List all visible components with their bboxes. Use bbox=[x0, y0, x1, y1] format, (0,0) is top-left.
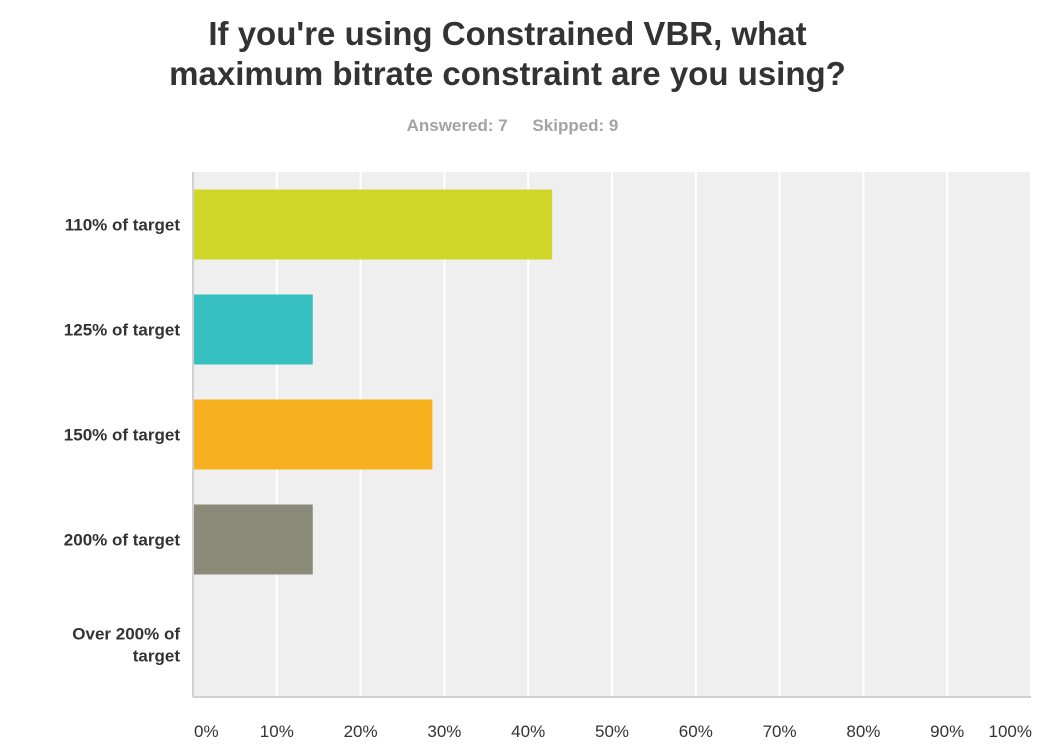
bar bbox=[193, 189, 553, 260]
category-label: 200% of target bbox=[64, 531, 181, 550]
x-tick-label: 60% bbox=[679, 722, 713, 741]
bar bbox=[193, 504, 313, 575]
x-tick-label: 70% bbox=[763, 722, 797, 741]
x-tick-label: 0% bbox=[194, 722, 219, 741]
chart-title: If you're using Constrained VBR, what ma… bbox=[0, 14, 1015, 94]
category-label: Over 200% of bbox=[72, 625, 180, 644]
skipped-count: Skipped: 9 bbox=[532, 116, 619, 135]
category-label: target bbox=[133, 647, 181, 666]
x-tick-label: 10% bbox=[260, 722, 294, 741]
x-tick-label: 50% bbox=[595, 722, 629, 741]
x-tick-label: 40% bbox=[511, 722, 545, 741]
bar bbox=[193, 294, 313, 365]
chart-title-line-2: maximum bitrate constraint are you using… bbox=[169, 55, 846, 92]
category-label: 150% of target bbox=[64, 426, 181, 445]
x-tick-label: 90% bbox=[930, 722, 964, 741]
x-tick-label: 80% bbox=[846, 722, 880, 741]
category-label: 125% of target bbox=[64, 321, 181, 340]
chart-title-line-1: If you're using Constrained VBR, what bbox=[208, 15, 807, 52]
x-tick-label: 20% bbox=[344, 722, 378, 741]
response-summary: Answered: 7 Skipped: 9 bbox=[0, 116, 1025, 136]
answered-count: Answered: 7 bbox=[406, 116, 508, 135]
x-tick-label: 100% bbox=[989, 722, 1032, 741]
x-tick-label: 30% bbox=[427, 722, 461, 741]
bar bbox=[193, 399, 433, 470]
category-label: 110% of target bbox=[65, 216, 181, 235]
